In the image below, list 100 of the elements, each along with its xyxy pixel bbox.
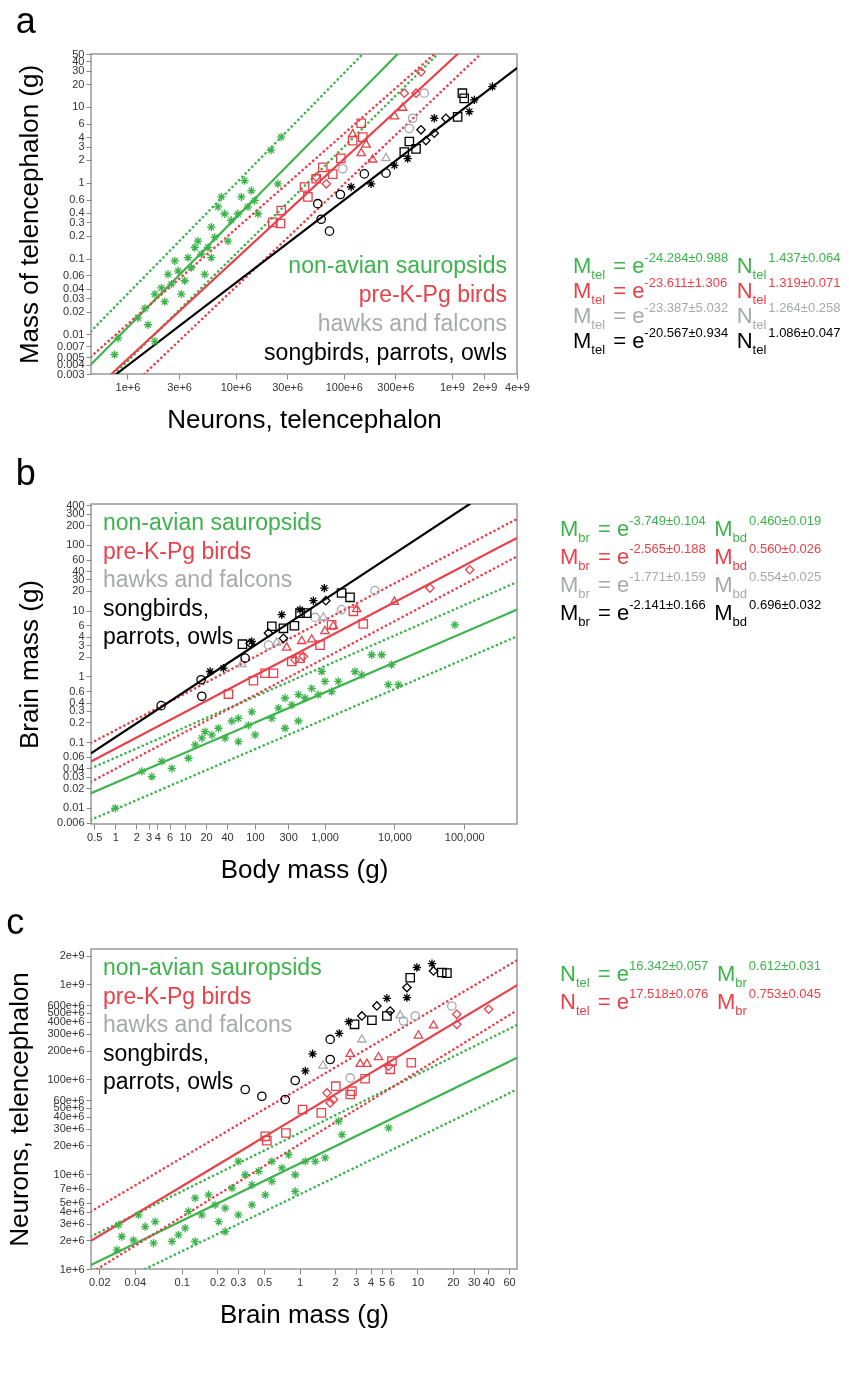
x-tick-label: 1: [296, 1275, 304, 1288]
series-label: non-avian sauropsids: [288, 252, 507, 278]
x-tick-label: 3: [353, 1275, 360, 1288]
y-tick-label: 3e+6: [59, 1217, 85, 1230]
y-axis-title: Brain mass (g): [13, 579, 44, 750]
x-tick-label: 2: [133, 830, 140, 843]
y-tick-label: 0.6: [69, 193, 85, 206]
series-label: hawks and falcons: [103, 566, 293, 592]
series-label: songbirds, parrots, owls: [103, 1039, 234, 1094]
y-tick-label: 10e+6: [53, 1167, 85, 1180]
y-tick-label: 1e+6: [59, 1262, 85, 1275]
x-tick-label: 5: [379, 1275, 386, 1288]
x-tick-label: 10: [179, 830, 192, 843]
y-tick-label: 0.02: [63, 781, 85, 794]
chart-title: b: [15, 451, 36, 493]
y-tick-label: 30: [72, 64, 85, 77]
y-tick-label: 0.6: [69, 684, 85, 697]
y-tick-label: 1: [78, 669, 85, 682]
x-tick-label: 4e+9: [505, 380, 530, 393]
y-tick-label: 4: [78, 130, 85, 143]
x-tick-label: 100: [246, 830, 265, 843]
y-tick-label: 2: [78, 153, 85, 166]
x-tick-label: 0.2: [210, 1275, 226, 1288]
series-label: songbirds, parrots, owls: [103, 594, 234, 649]
text: hawks and falcons: [317, 310, 507, 336]
y-tick-label: 20: [72, 584, 85, 597]
x-tick-label: 10e+6: [220, 380, 252, 393]
x-tick-label: 3e+6: [167, 380, 192, 393]
x-tick-label: 10,000: [378, 830, 412, 843]
x-tick-label: 4: [367, 1275, 375, 1288]
y-tick-label: 0.06: [63, 750, 85, 763]
x-axis-title: Neurons, telencephalon: [167, 403, 442, 434]
x-tick-label: 20: [200, 830, 213, 843]
y-tick-label: 0.02: [63, 305, 85, 318]
y-tick-label: 200: [66, 518, 85, 531]
y-tick-label: 2e+6: [59, 1233, 85, 1246]
x-axis-title: Body mass (g): [220, 853, 389, 884]
x-tick-label: 4: [154, 830, 161, 843]
y-tick-label: 20e+6: [53, 1139, 85, 1151]
x-tick-label: 100,000: [444, 830, 485, 843]
x-tick-label: 1e+6: [115, 380, 141, 393]
y-tick-label: 0.2: [69, 715, 85, 728]
x-tick-label: 20: [447, 1275, 460, 1288]
text: hawks and falcons: [103, 1011, 293, 1037]
y-tick-label: 10: [72, 100, 85, 113]
x-tick-label: 1,000: [311, 830, 339, 843]
text: pre-K-Pg birds: [103, 982, 252, 1009]
x-tick-label: 40: [221, 830, 234, 843]
x-tick-label: 0.02: [89, 1275, 111, 1288]
x-tick-label: 300: [279, 830, 298, 843]
y-tick-label: 6: [78, 117, 85, 130]
y-tick-label: 0.01: [63, 801, 85, 814]
y-tick-label: 60: [72, 553, 85, 566]
x-tick-label: 0.1: [174, 1275, 190, 1288]
text: songbirds, parrots, owls: [264, 339, 507, 365]
x-tick-label: 2: [332, 1275, 339, 1288]
x-tick-label: 0.04: [124, 1275, 147, 1288]
chart-title: a: [15, 0, 37, 42]
x-tick-label: 100e+6: [325, 380, 363, 393]
x-tick-label: 0.5: [256, 1275, 273, 1288]
y-tick-label: 200e+6: [47, 1044, 85, 1057]
y-tick-label: 0.1: [69, 252, 85, 265]
x-tick-label: 1e+9: [440, 380, 465, 393]
x-axis-title: Brain mass (g): [219, 1298, 390, 1329]
y-tick-label: 30e+6: [53, 1122, 85, 1135]
y-tick-label: 0.003: [56, 367, 85, 380]
y-tick-label: 2: [78, 650, 85, 663]
y-tick-label: 0.1: [69, 735, 85, 748]
x-tick-label: 30: [468, 1275, 481, 1288]
x-tick-label: 1: [112, 830, 119, 843]
text: non-avian sauropsids: [103, 954, 322, 980]
y-tick-label: 1: [78, 176, 85, 189]
y-tick-label: 10: [72, 604, 85, 617]
y-tick-label: 40e+6: [53, 1110, 85, 1123]
x-tick-label: 6: [166, 830, 174, 843]
y-tick-label: 100: [66, 538, 85, 551]
y-axis-title: Neurons, telencephalon: [4, 972, 35, 1247]
y-tick-label: 3: [78, 140, 85, 153]
x-tick-label: 2e+9: [472, 380, 498, 393]
y-tick-label: 7e+6: [59, 1182, 85, 1195]
y-axis-title: Mass of telencephalon (g): [13, 64, 44, 365]
x-tick-label: 0.3: [230, 1275, 247, 1288]
chart-title: c: [6, 901, 25, 943]
y-tick-label: 300e+6: [47, 1027, 85, 1040]
x-tick-label: 0.5: [87, 830, 103, 843]
y-tick-label: 0.006: [56, 816, 85, 829]
x-tick-label: 60: [503, 1275, 516, 1288]
x-tick-label: 6: [388, 1275, 395, 1288]
y-tick-label: 100e+6: [47, 1072, 85, 1085]
text: non-avian sauropsids: [103, 509, 322, 535]
y-tick-label: 0.01: [63, 327, 85, 340]
text: pre-K-Pg birds: [358, 281, 507, 307]
y-tick-label: 0.06: [63, 268, 85, 281]
x-tick-label: 30e+6: [272, 380, 304, 393]
y-tick-label: 20: [72, 77, 85, 90]
x-tick-label: 3: [145, 830, 153, 843]
y-tick-label: 6: [78, 618, 85, 631]
x-tick-label: 300e+6: [377, 380, 415, 393]
y-tick-label: 1e+9: [59, 977, 85, 990]
y-tick-label: 0.007: [56, 339, 85, 352]
